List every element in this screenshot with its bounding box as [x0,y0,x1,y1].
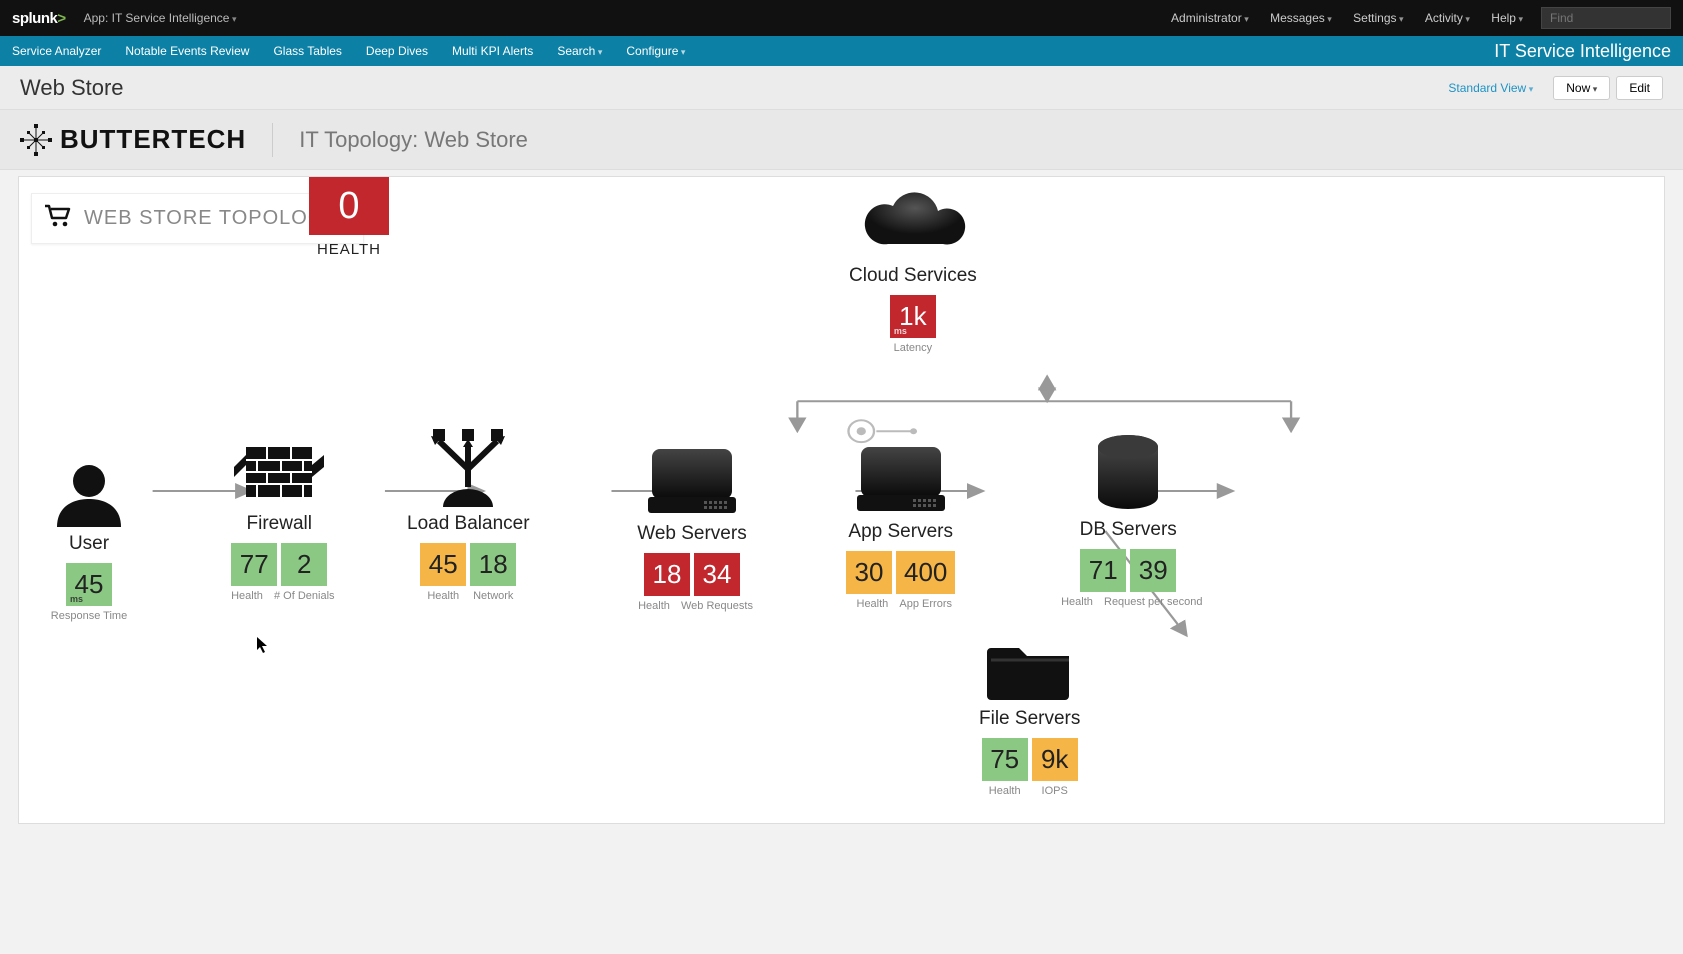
view-mode-link[interactable]: Standard View [1448,81,1533,95]
metric-tile[interactable]: 45ms [66,563,112,606]
logo-divider [272,123,273,157]
node-title: File Servers [979,708,1080,730]
topology-canvas: WEB STORE TOPOLOGY 0 HEALTH [18,176,1665,824]
nav-service-analyzer[interactable]: Service Analyzer [12,44,101,58]
load-balancer-icon [407,437,530,507]
node-app-servers[interactable]: App Servers 30400 Health App Errors [846,445,955,610]
menu-settings[interactable]: Settings [1353,11,1403,25]
server-icon [846,445,955,515]
menu-administrator[interactable]: Administrator [1171,11,1249,25]
metric-tile[interactable]: 9k [1032,738,1078,781]
nav-deep-dives[interactable]: Deep Dives [366,44,428,58]
node-title: Firewall [224,513,335,535]
metric-label: App Errors [899,598,952,610]
node-firewall[interactable]: Firewall 772 Health # Of Denials [224,437,335,602]
nav-search[interactable]: Search [557,44,602,58]
company-logo-icon [20,124,52,156]
node-user[interactable]: User 45ms Response Time [49,457,129,622]
metric-label: Health [849,598,895,610]
database-icon [1054,443,1202,513]
metric-tile[interactable]: 71 [1080,549,1126,592]
metric-tile[interactable]: 18 [470,543,516,586]
company-logo: BUTTERTECH [20,124,246,156]
cart-icon [44,204,72,233]
metric-tile[interactable]: 45 [420,543,466,586]
topbar-right: Administrator Messages Settings Activity… [1153,11,1523,25]
firewall-icon [224,437,335,507]
node-title: User [49,533,129,555]
edit-button[interactable]: Edit [1616,76,1663,100]
metric-tile[interactable]: 1kms [890,295,936,338]
node-web-servers[interactable]: Web Servers 1834 Health Web Requests [631,447,753,612]
overall-health-value: 0 [309,177,389,235]
node-title: Web Servers [631,523,753,545]
product-title: IT Service Intelligence [1494,41,1671,62]
titlebar: Web Store Standard View Now Edit [0,66,1683,110]
node-file-servers[interactable]: File Servers 759k Health IOPS [979,632,1080,797]
overall-health[interactable]: 0 HEALTH [309,177,389,258]
metric-label: Health [1054,596,1100,608]
node-title: DB Servers [1054,519,1202,541]
metric-label: Health [982,785,1028,797]
nav-notable-events[interactable]: Notable Events Review [125,44,249,58]
metric-tile[interactable]: 400 [896,551,955,594]
metric-label: Health [224,590,270,602]
metric-tile[interactable]: 39 [1130,549,1176,592]
metric-label: Web Requests [681,600,753,612]
metric-tile[interactable]: 30 [846,551,892,594]
metric-label: # Of Denials [274,590,335,602]
metric-label: Health [631,600,677,612]
find-input[interactable] [1541,7,1671,29]
page-title: Web Store [20,75,1448,101]
node-cloud-services[interactable]: Cloud Services 1kms Latency [849,189,977,354]
nav-multi-kpi[interactable]: Multi KPI Alerts [452,44,533,58]
node-title: Cloud Services [849,265,977,287]
node-db-servers[interactable]: DB Servers 7139 Health Request per second [1054,443,1202,608]
brand-text: splunk [12,10,57,27]
metric-unit: ms [894,326,907,336]
app-selector[interactable]: App: IT Service Intelligence [84,11,237,25]
metric-tile[interactable]: 77 [231,543,277,586]
overall-health-label: HEALTH [309,241,389,258]
metric-tile[interactable]: 2 [281,543,327,586]
menu-messages[interactable]: Messages [1270,11,1332,25]
time-picker[interactable]: Now [1553,76,1610,100]
topology-subtitle: IT Topology: Web Store [299,127,528,153]
metric-tile[interactable]: 75 [982,738,1028,781]
node-load-balancer[interactable]: Load Balancer 4518 Health Network [407,437,530,602]
nav-configure[interactable]: Configure [626,44,685,58]
metric-label: IOPS [1032,785,1078,797]
metric-tile[interactable]: 18 [644,553,690,596]
brand-logo: splunk> [12,10,66,27]
menu-activity[interactable]: Activity [1425,11,1470,25]
menu-help[interactable]: Help [1491,11,1523,25]
metric-label: Response Time [51,610,127,622]
folder-icon [979,632,1080,702]
brand-chevron: > [57,10,65,27]
nav-bar: Service Analyzer Notable Events Review G… [0,36,1683,66]
metric-unit: ms [70,594,83,604]
nav-glass-tables[interactable]: Glass Tables [273,44,341,58]
cloud-icon [849,189,977,259]
node-title: App Servers [846,521,955,543]
metric-label: Health [420,590,466,602]
node-title: Load Balancer [407,513,530,535]
user-icon [49,457,129,527]
server-icon [631,447,753,517]
topology-header-title: WEB STORE TOPOLOGY [84,207,339,230]
company-name: BUTTERTECH [60,124,246,155]
metric-label: Network [470,590,516,602]
cursor-icon [257,637,269,656]
metric-tile[interactable]: 34 [694,553,740,596]
logo-strip: BUTTERTECH IT Topology: Web Store [0,110,1683,170]
metric-label: Request per second [1104,596,1202,608]
metric-label: Latency [894,342,933,354]
topbar: splunk> App: IT Service Intelligence Adm… [0,0,1683,36]
